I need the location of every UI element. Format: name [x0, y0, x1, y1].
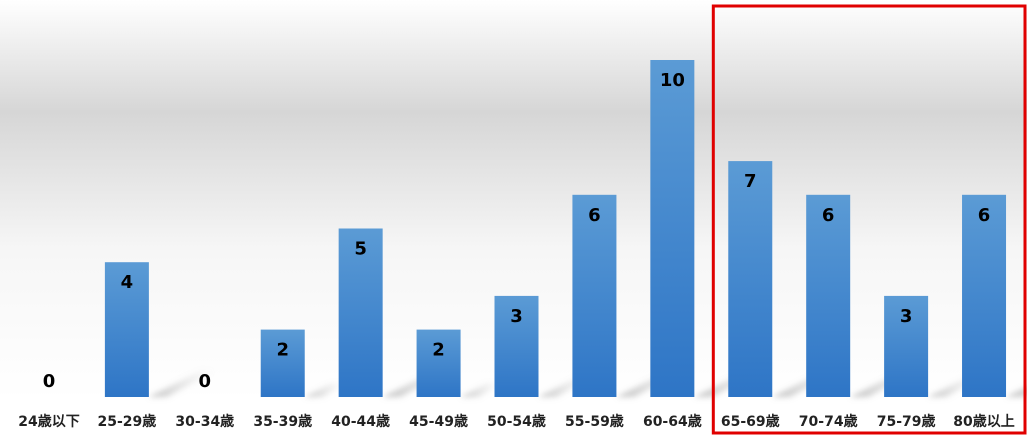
category-label: 70-74歳: [799, 413, 858, 430]
bar: [728, 161, 773, 397]
data-label: 0: [43, 371, 56, 392]
data-label: 7: [744, 171, 757, 192]
bar: [494, 295, 539, 397]
bar-shadow: [304, 384, 345, 397]
data-label: 6: [588, 205, 601, 226]
highlight-box: [711, 4, 1027, 435]
bar: [338, 228, 383, 397]
data-labels: 0 4 0 2 5 2 3 6 10 7 6 3 6: [43, 70, 991, 392]
bar-shadow: [148, 371, 215, 397]
bar: [650, 60, 695, 397]
category-label: 60-64歳: [643, 413, 702, 430]
data-label: 3: [900, 306, 913, 327]
data-label: 2: [432, 340, 445, 361]
category-label: 50-54歳: [487, 413, 546, 430]
category-label: 24歳以下: [18, 413, 79, 430]
category-label: 80歳以上: [953, 413, 1014, 430]
category-label: 30-34歳: [175, 413, 234, 430]
bar: [572, 194, 617, 397]
data-label: 0: [199, 371, 212, 392]
bar: [260, 329, 305, 397]
bar: [806, 194, 851, 397]
category-label: 45-49歳: [409, 413, 468, 430]
category-axis: 24歳以下 25-29歳 30-34歳 35-39歳 40-44歳 45-49歳 50-54…: [18, 413, 1015, 430]
category-label: 65-69歳: [721, 413, 780, 430]
category-label: 55-59歳: [565, 413, 624, 430]
category-label: 40-44歳: [331, 413, 390, 430]
bar: [962, 194, 1007, 397]
bar-shadow: [1006, 386, 1027, 397]
data-label: 6: [978, 205, 991, 226]
data-label: 6: [822, 205, 835, 226]
category-label: 35-39歳: [253, 413, 312, 430]
data-label: 2: [276, 340, 289, 361]
bar: [884, 295, 929, 397]
data-label: 5: [354, 239, 367, 260]
data-label: 10: [660, 70, 685, 91]
bars: [104, 60, 1007, 397]
data-label: 4: [121, 272, 134, 293]
data-label: 3: [510, 306, 523, 327]
bar: [104, 262, 149, 397]
category-label: 75-79歳: [877, 413, 936, 430]
bar: [416, 329, 461, 397]
bar-shadow: [460, 384, 501, 397]
category-label: 25-29歳: [97, 413, 156, 430]
